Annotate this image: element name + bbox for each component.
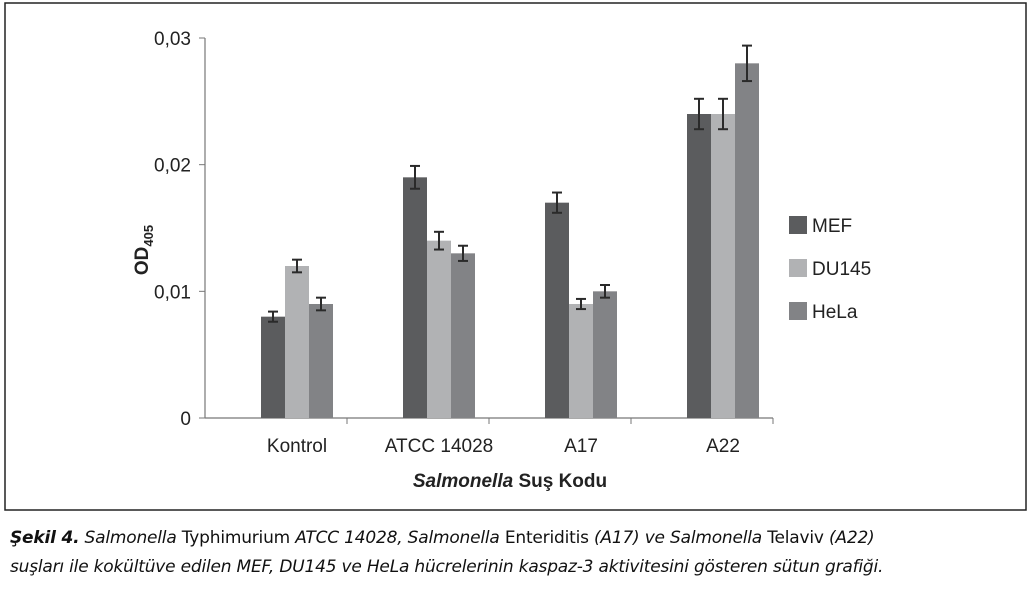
x-tick-label: A22 xyxy=(706,436,740,457)
bar-hela xyxy=(309,304,333,418)
bar-hela xyxy=(451,253,475,418)
bar-du145 xyxy=(711,114,735,418)
y-axis-title-main: OD xyxy=(132,247,153,276)
bar-hela xyxy=(593,291,617,418)
caption-segment: suşları ile kokültüve edilen MEF, DU145 … xyxy=(10,557,884,577)
legend-label: DU145 xyxy=(812,259,871,280)
bar-du145 xyxy=(569,304,593,418)
chart-frame xyxy=(4,2,1027,511)
legend-swatch-mef xyxy=(789,216,807,234)
y-axis-title-sub: 405 xyxy=(141,225,156,247)
x-axis-title-rest: Suş Kodu xyxy=(513,471,607,492)
legend: MEF DU145 HeLa xyxy=(789,216,871,323)
caption-segment: ATCC 14028, Salmonella xyxy=(295,528,500,548)
legend-swatch-du145 xyxy=(789,259,807,277)
bar-du145 xyxy=(285,266,309,418)
legend-swatch-hela xyxy=(789,302,807,320)
x-axis: Kontrol ATCC 14028 A17 A22 xyxy=(267,418,774,457)
bar-mef xyxy=(687,114,711,418)
y-tick-label: 0,03 xyxy=(154,29,191,50)
x-axis-title-italic: Salmonella xyxy=(413,471,514,492)
bar-mef xyxy=(403,177,427,418)
caption-line-2: suşları ile kokültüve edilen MEF, DU145 … xyxy=(10,557,883,577)
legend-label: HeLa xyxy=(812,302,858,323)
caption-segment: (A17) ve Salmonella xyxy=(593,528,763,548)
bar-mef xyxy=(545,202,569,418)
caption-segment: Salmonella xyxy=(79,528,177,548)
bars xyxy=(261,44,759,418)
bar-hela xyxy=(735,63,759,418)
caption-segment: Typhimurium xyxy=(176,528,296,548)
caption-segment: Şekil 4. xyxy=(10,528,80,548)
y-tick-label: 0,02 xyxy=(154,156,191,177)
caption-segment: Telaviv xyxy=(762,528,829,548)
bar-mef xyxy=(261,316,285,418)
x-tick-label: ATCC 14028 xyxy=(385,436,493,457)
caption-segment: Enteriditis xyxy=(499,528,594,548)
caption-segment: (A22) xyxy=(828,528,875,548)
bar-du145 xyxy=(427,240,451,418)
x-tick-label: Kontrol xyxy=(267,436,327,457)
y-tick-label: 0,01 xyxy=(154,282,191,303)
y-tick-label: 0 xyxy=(180,409,191,430)
y-axis-title: OD405 xyxy=(132,225,156,275)
bar-chart: 0 0,01 0,02 0,03 Kontrol ATCC 14028 A17 A22 OD… xyxy=(4,2,1027,511)
x-tick-label: A17 xyxy=(564,436,598,457)
caption-line-1: Şekil 4. Salmonella Typhimurium ATCC 140… xyxy=(10,528,875,548)
legend-label: MEF xyxy=(812,216,852,237)
x-axis-title: Salmonella Suş Kodu xyxy=(413,471,607,492)
